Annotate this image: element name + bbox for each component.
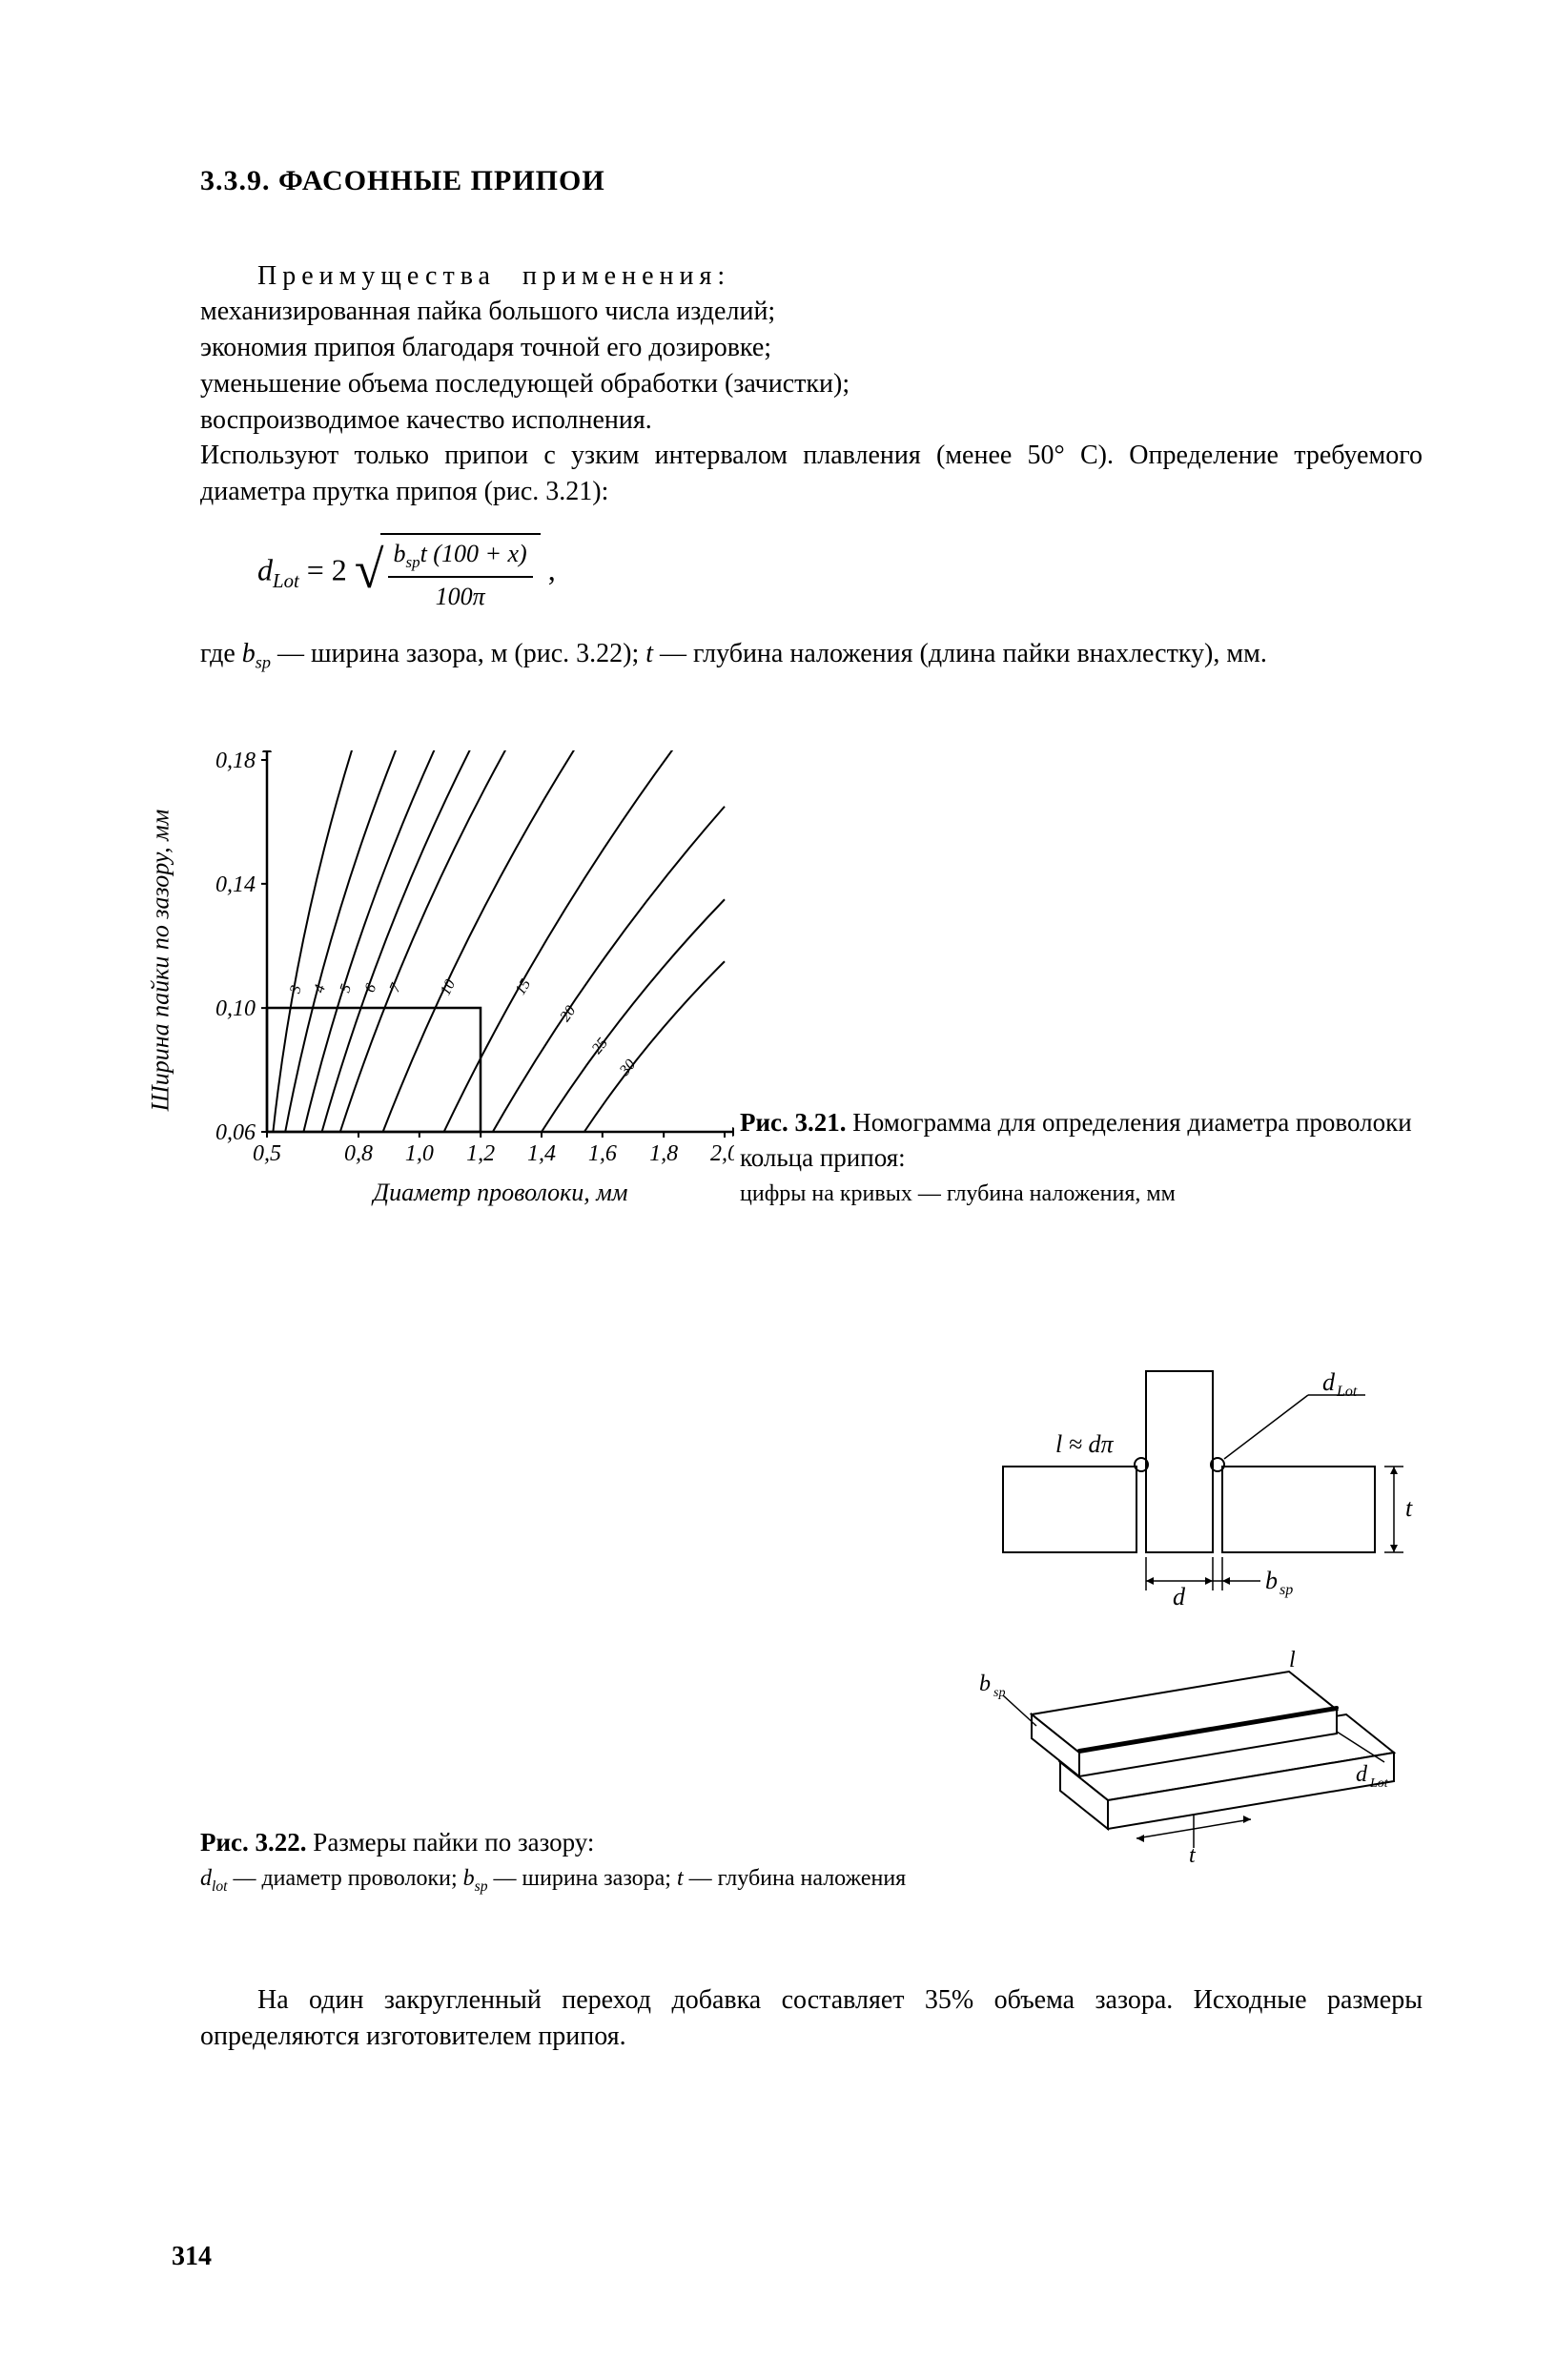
formula-den: 100π [388, 578, 533, 613]
bottom-para: На один закругленный переход добавка сос… [200, 1982, 1423, 2055]
svg-text:0,06: 0,06 [215, 1120, 256, 1145]
svg-text:b: b [979, 1672, 991, 1696]
where-b: — ширина зазора, м (рис. 3.22); [271, 639, 645, 668]
fs-a: d [200, 1866, 212, 1891]
intro-l4: воспроизводимое качество исполнения. [200, 405, 652, 435]
intro-word1: Преимущества [257, 261, 496, 291]
svg-text:t: t [1189, 1843, 1197, 1868]
svg-text:t: t [1405, 1494, 1413, 1522]
num-sub: sp [406, 553, 420, 571]
svg-text:0,5: 0,5 [253, 1141, 281, 1166]
svg-text:0,10: 0,10 [215, 996, 256, 1021]
where-para: где bsp — ширина зазора, м (рис. 3.22); … [200, 636, 1423, 674]
fs-d: — ширина зазора; [488, 1866, 677, 1891]
num-rest: t (100 + x) [420, 540, 527, 567]
page-number: 314 [172, 2239, 212, 2275]
figure-3-21: Ширина пайки по зазору, мм 0,060,100,140… [200, 750, 1423, 1209]
where-v2: t [645, 639, 653, 668]
fs-a-sub: lot [212, 1878, 227, 1895]
nomogram-svg: 0,06 0,10 0,14 0,18 0,5 0,8 1,0 1,2 1,4 1,6 1,8 2,0… [200, 750, 734, 1170]
formula-fraction: bspt (100 + x) 100π [388, 537, 533, 613]
fs-b: — диаметр проволоки; [227, 1866, 462, 1891]
svg-text:1,6: 1,6 [588, 1141, 617, 1166]
section-title-text: ФАСОННЫЕ ПРИПОИ [278, 165, 605, 196]
intro-l3: уменьшение объема последующей обработки … [200, 369, 850, 399]
svg-text:b: b [1265, 1567, 1278, 1594]
svg-text:Lot: Lot [1336, 1384, 1358, 1400]
svg-text:0,14: 0,14 [215, 872, 256, 897]
svg-text:4: 4 [311, 983, 329, 995]
formula-equals: = 2 [307, 552, 355, 586]
svg-text:1,0: 1,0 [405, 1141, 434, 1166]
svg-text:0,18: 0,18 [215, 750, 256, 773]
sqrt: √ bspt (100 + x) 100π [355, 533, 541, 613]
svg-text:d: d [1356, 1762, 1368, 1787]
chart-area: Ширина пайки по зазору, мм 0,060,100,140… [200, 750, 734, 1170]
svg-text:1,8: 1,8 [649, 1141, 678, 1166]
svg-text:sp: sp [1280, 1582, 1293, 1598]
formula-lhs-var: d [257, 552, 273, 586]
chart-wrapper: Ширина пайки по зазору, мм 0,060,100,140… [200, 750, 734, 1209]
where-v1: b [242, 639, 256, 668]
fig322-svg: l ≈ dπdLottdbsplbspdLott [946, 1352, 1423, 1886]
formula: dLot = 2 √ bspt (100 + x) 100π , [257, 533, 1423, 613]
svg-text:5: 5 [337, 982, 355, 995]
radical-sign-icon: √ [355, 535, 384, 607]
where-a: где [200, 639, 242, 668]
fig322-sub: dlot — диаметр проволоки; bsp — ширина з… [200, 1866, 906, 1891]
figure-3-22: Рис. 3.22. Размеры пайки по зазору: dlot… [200, 1352, 1423, 1897]
fig322-svg-wrapper: l ≈ dπdLottdbsplbspdLott [946, 1352, 1423, 1897]
intro-l1: механизированная пайка большого числа из… [200, 297, 775, 326]
svg-text:7: 7 [387, 980, 405, 995]
fs-f: — глубина наложения [684, 1866, 907, 1891]
svg-text:l ≈ dπ: l ≈ dπ [1055, 1430, 1114, 1458]
svg-text:6: 6 [361, 982, 379, 995]
intro-para: Преимущества применения: механизированна… [200, 258, 1423, 511]
svg-text:Lot: Lot [1369, 1776, 1389, 1791]
where-c: — глубина наложения (длина пайки внахлес… [653, 639, 1267, 668]
svg-text:d: d [1322, 1368, 1336, 1396]
svg-text:1,2: 1,2 [466, 1141, 495, 1166]
y-axis-label: Ширина пайки по зазору, мм [143, 810, 176, 1112]
svg-text:1,4: 1,4 [527, 1141, 556, 1166]
section-header: 3.3.9. ФАСОННЫЕ ПРИПОИ [200, 162, 1423, 201]
fig321-caption: Рис. 3.21. Номограмма для определения ди… [734, 1105, 1423, 1209]
x-axis-label: Диаметр проволоки, мм [267, 1176, 734, 1209]
formula-lhs-sub: Lot [273, 570, 299, 592]
page: 3.3.9. ФАСОННЫЕ ПРИПОИ Преимущества прим… [0, 0, 1556, 2380]
intro-word2: применения: [522, 261, 730, 291]
fig322-main: Размеры пайки по зазору: [307, 1828, 595, 1857]
fig321-sub: цифры на кривых — глубина наложения, мм [740, 1181, 1176, 1206]
svg-text:2,0: 2,0 [710, 1141, 734, 1166]
where-v1-sub: sp [256, 653, 271, 672]
formula-tail: , [548, 552, 556, 586]
fig322-bold: Рис. 3.22. [200, 1828, 307, 1857]
svg-text:0,8: 0,8 [344, 1141, 373, 1166]
svg-text:3: 3 [287, 984, 304, 995]
svg-text:d: d [1173, 1583, 1186, 1611]
svg-text:25: 25 [589, 1036, 611, 1057]
fs-c-sub: sp [475, 1878, 488, 1895]
section-number: 3.3.9. [200, 165, 271, 196]
intro-l5: Используют только припои с узким интерва… [200, 441, 1423, 506]
intro-l2: экономия припоя благодаря точной его доз… [200, 333, 771, 362]
svg-text:l: l [1289, 1648, 1296, 1672]
fig321-bold: Рис. 3.21. [740, 1108, 847, 1137]
fs-c: b [463, 1866, 475, 1891]
svg-text:sp: sp [993, 1686, 1005, 1700]
num-left: b [394, 540, 406, 567]
fig322-caption: Рис. 3.22. Размеры пайки по зазору: dlot… [200, 1825, 946, 1897]
fs-e: t [677, 1866, 684, 1891]
